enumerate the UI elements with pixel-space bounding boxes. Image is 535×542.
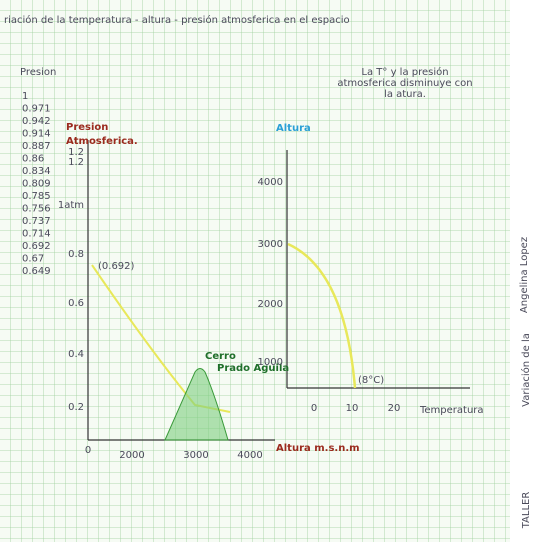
side-strip: [510, 0, 535, 542]
point-label: (0.692): [98, 261, 135, 272]
x-axis-label: Temperatura: [419, 405, 484, 416]
list-item: 0.714: [22, 229, 51, 240]
x-tick-label: 10: [346, 403, 359, 414]
list-item: 0.887: [22, 141, 51, 152]
list-item: 0.914: [22, 129, 51, 140]
x-tick-label: 20: [388, 403, 401, 414]
note-line: la atura.: [384, 89, 426, 100]
list-heading: Presion: [20, 67, 56, 78]
grid-paper: [0, 0, 510, 542]
y-tick-label: 1.2: [68, 147, 84, 158]
list-item: 0.942: [22, 116, 51, 127]
y-axis-label: Presion: [66, 122, 108, 133]
y-tick-label: 0.8: [68, 249, 84, 260]
x-tick-label: 2000: [119, 450, 144, 461]
hill-label: Prado Aguila: [217, 363, 289, 374]
x-tick-label: 4000: [237, 450, 262, 461]
point-label: (8°C): [358, 375, 384, 386]
y-axis-label: Altura: [276, 123, 311, 134]
origin-label: 0: [85, 445, 91, 456]
x-axis-label: Altura m.s.n.m: [276, 443, 360, 454]
list-item: 0.67: [22, 254, 44, 265]
x-tick-label: 3000: [183, 450, 208, 461]
y-tick-label: 0.6: [68, 298, 84, 309]
list-item: 0.692: [22, 241, 51, 252]
author-name: Angelina Lopez: [519, 237, 530, 313]
y-tick-label: 3000: [258, 239, 283, 250]
list-item: 0.785: [22, 191, 51, 202]
list-item: 0.971: [22, 104, 51, 115]
side-caption: Variación de la: [520, 333, 532, 407]
y-tick-label: 1.2: [68, 157, 84, 168]
hill-label: Cerro: [205, 351, 236, 362]
list-item: 0.86: [22, 154, 44, 165]
list-item: 0.737: [22, 216, 51, 227]
y-tick-label: 4000: [258, 177, 283, 188]
note-line: La T° y la presión: [361, 66, 448, 78]
x-tick-label: 0: [311, 403, 317, 414]
y-axis-label: Atmosferica.: [66, 136, 138, 147]
list-item: 0.756: [22, 204, 51, 215]
list-item: 0.834: [22, 166, 51, 177]
y-tick-label: 1000: [258, 357, 283, 368]
y-tick-label: 1atm: [58, 200, 84, 211]
title: riación de la temperatura - altura - pre…: [4, 14, 350, 26]
y-tick-label: 0.2: [68, 402, 84, 413]
hill: [164, 368, 229, 441]
temperature-curve: [287, 242, 357, 389]
side-footer: TALLER: [521, 492, 532, 530]
y-tick-label: 0.4: [68, 349, 84, 360]
list-item: 0.649: [22, 266, 51, 277]
list-item: 0.809: [22, 179, 51, 190]
note-line: atmosferica disminuye con: [337, 78, 472, 89]
y-tick-label: 2000: [258, 299, 283, 310]
list-item: 1: [22, 91, 28, 102]
